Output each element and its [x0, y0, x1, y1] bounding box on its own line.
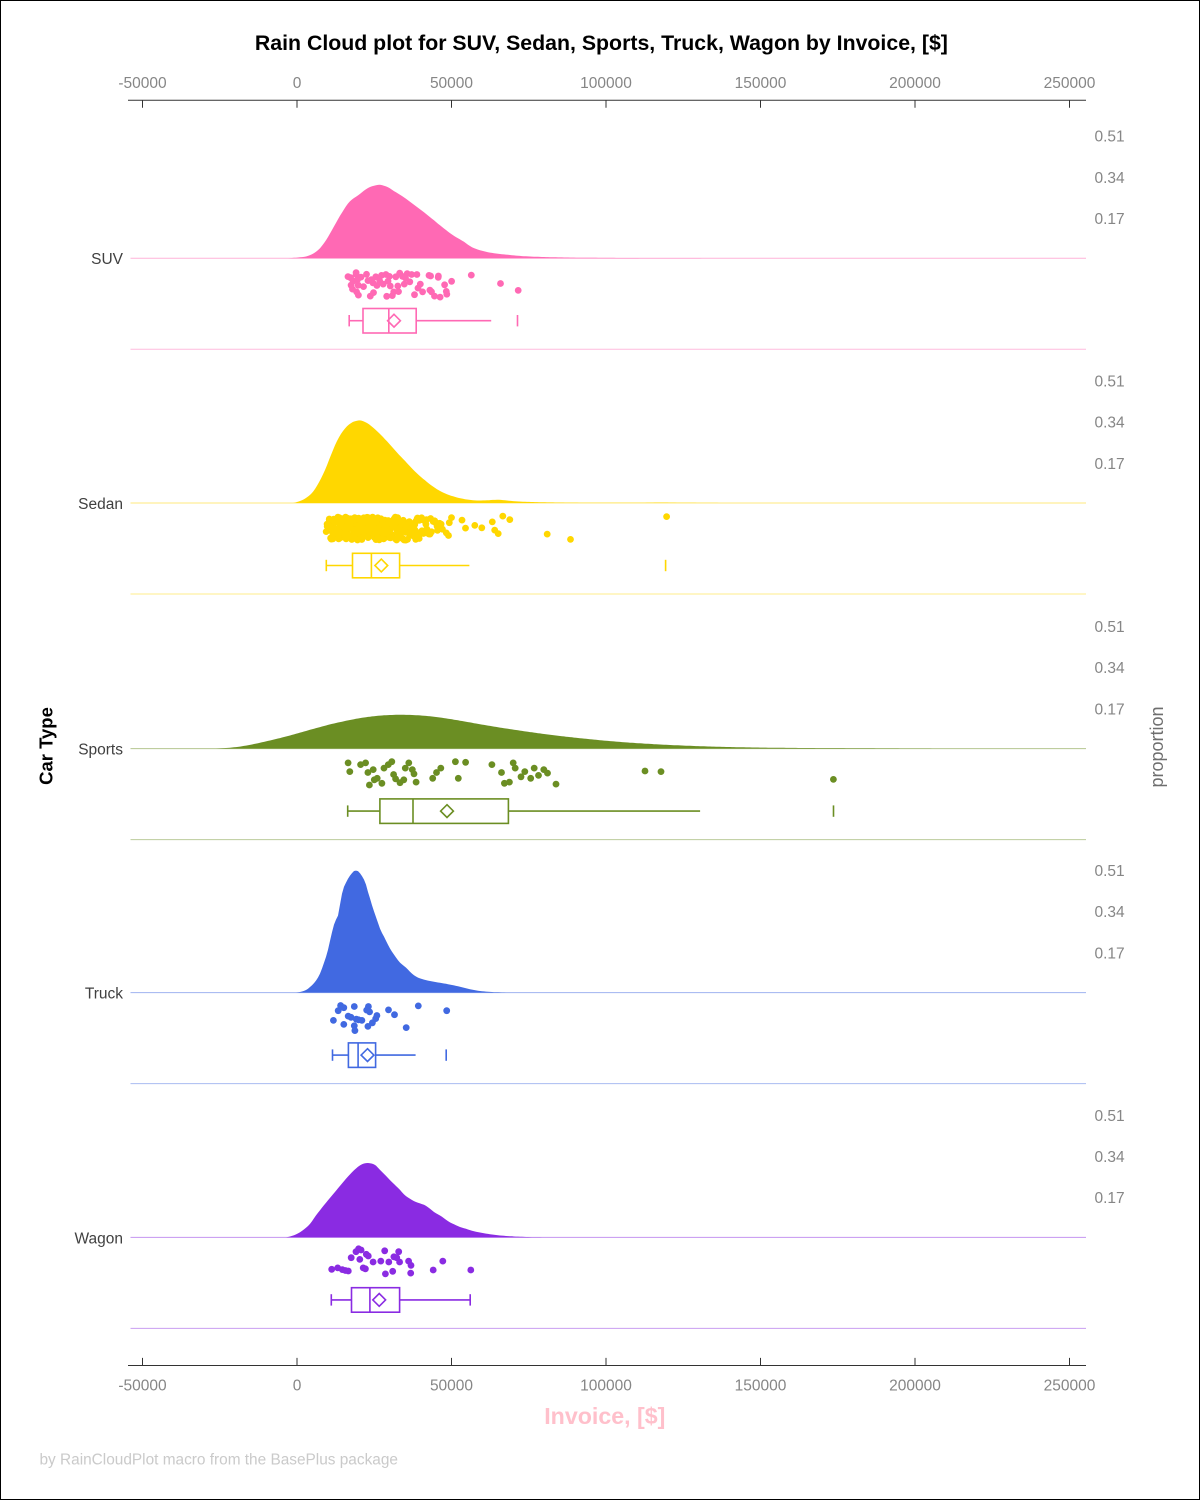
- svg-text:0.17: 0.17: [1095, 701, 1125, 718]
- svg-text:0.17: 0.17: [1095, 1190, 1125, 1207]
- svg-text:0.17: 0.17: [1095, 945, 1125, 962]
- svg-text:100000: 100000: [580, 1377, 632, 1394]
- svg-text:0.34: 0.34: [1095, 660, 1126, 677]
- svg-text:Rain Cloud plot for SUV, Sedan: Rain Cloud plot for SUV, Sedan, Sports, …: [255, 31, 948, 55]
- svg-text:0.34: 0.34: [1095, 415, 1126, 432]
- svg-text:by RainCloudPlot macro from th: by RainCloudPlot macro from the BasePlus…: [40, 1452, 398, 1469]
- svg-text:Wagon: Wagon: [74, 1230, 123, 1247]
- svg-text:0.17: 0.17: [1095, 456, 1125, 473]
- svg-text:SUV: SUV: [91, 251, 124, 268]
- svg-text:100000: 100000: [580, 75, 632, 92]
- svg-text:0.34: 0.34: [1095, 904, 1126, 921]
- svg-text:Sports: Sports: [78, 742, 123, 759]
- svg-text:0.34: 0.34: [1095, 1149, 1126, 1166]
- svg-text:Truck: Truck: [85, 986, 123, 1003]
- svg-text:250000: 250000: [1044, 75, 1096, 92]
- svg-text:Sedan: Sedan: [78, 496, 123, 513]
- svg-text:Invoice, [$]: Invoice, [$]: [544, 1403, 665, 1429]
- svg-text:150000: 150000: [735, 75, 787, 92]
- svg-text:150000: 150000: [735, 1377, 787, 1394]
- svg-text:0.51: 0.51: [1095, 619, 1125, 636]
- svg-text:-50000: -50000: [118, 75, 167, 92]
- svg-text:0.51: 0.51: [1095, 863, 1125, 880]
- svg-text:-50000: -50000: [118, 1377, 167, 1394]
- svg-text:0.51: 0.51: [1095, 373, 1125, 390]
- svg-text:250000: 250000: [1044, 1377, 1096, 1394]
- svg-text:Car Type: Car Type: [36, 707, 57, 785]
- svg-text:200000: 200000: [889, 75, 941, 92]
- svg-text:50000: 50000: [430, 1377, 473, 1394]
- svg-text:200000: 200000: [889, 1377, 941, 1394]
- svg-text:0: 0: [293, 1377, 302, 1394]
- svg-text:0.51: 0.51: [1095, 1108, 1125, 1125]
- svg-text:0.17: 0.17: [1095, 211, 1125, 228]
- svg-text:0: 0: [293, 75, 302, 92]
- svg-text:proportion: proportion: [1147, 706, 1167, 787]
- svg-text:50000: 50000: [430, 75, 473, 92]
- svg-text:0.51: 0.51: [1095, 129, 1125, 146]
- svg-text:0.34: 0.34: [1095, 170, 1126, 187]
